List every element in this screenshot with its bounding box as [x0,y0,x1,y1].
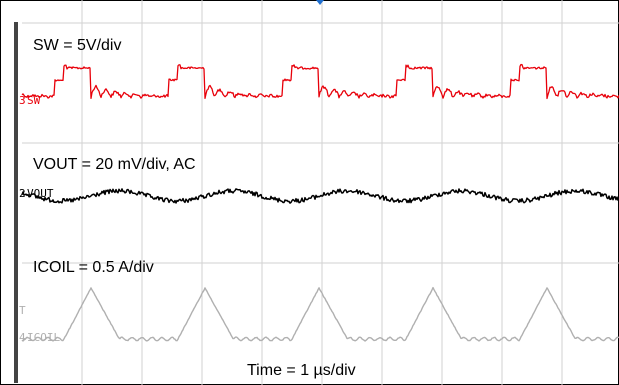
trigger-position-marker [316,0,324,5]
trigger-level-marker: T [19,304,26,317]
vout-marker-number: 2 [19,187,26,200]
vout-scale-label: VOUT = 20 mV/div, AC [33,156,196,173]
sw-scale-label: SW = 5V/div [33,37,121,54]
sw-marker-number: 3 [19,94,26,107]
traces [21,63,619,342]
sw-channel-marker: SW [27,94,41,107]
vout-trace [21,188,619,204]
icoil-channel-marker: ICOIL [27,331,60,344]
left-edge-bar [14,22,18,383]
sw-trace [21,63,619,100]
vout-channel-marker: VOUT [27,187,54,200]
icoil-scale-label: ICOIL = 0.5 A/div [33,259,154,276]
timebase-label: Time = 1 µs/div [247,362,356,379]
icoil-trace [21,286,619,342]
icoil-marker-number: 4 [19,331,26,344]
